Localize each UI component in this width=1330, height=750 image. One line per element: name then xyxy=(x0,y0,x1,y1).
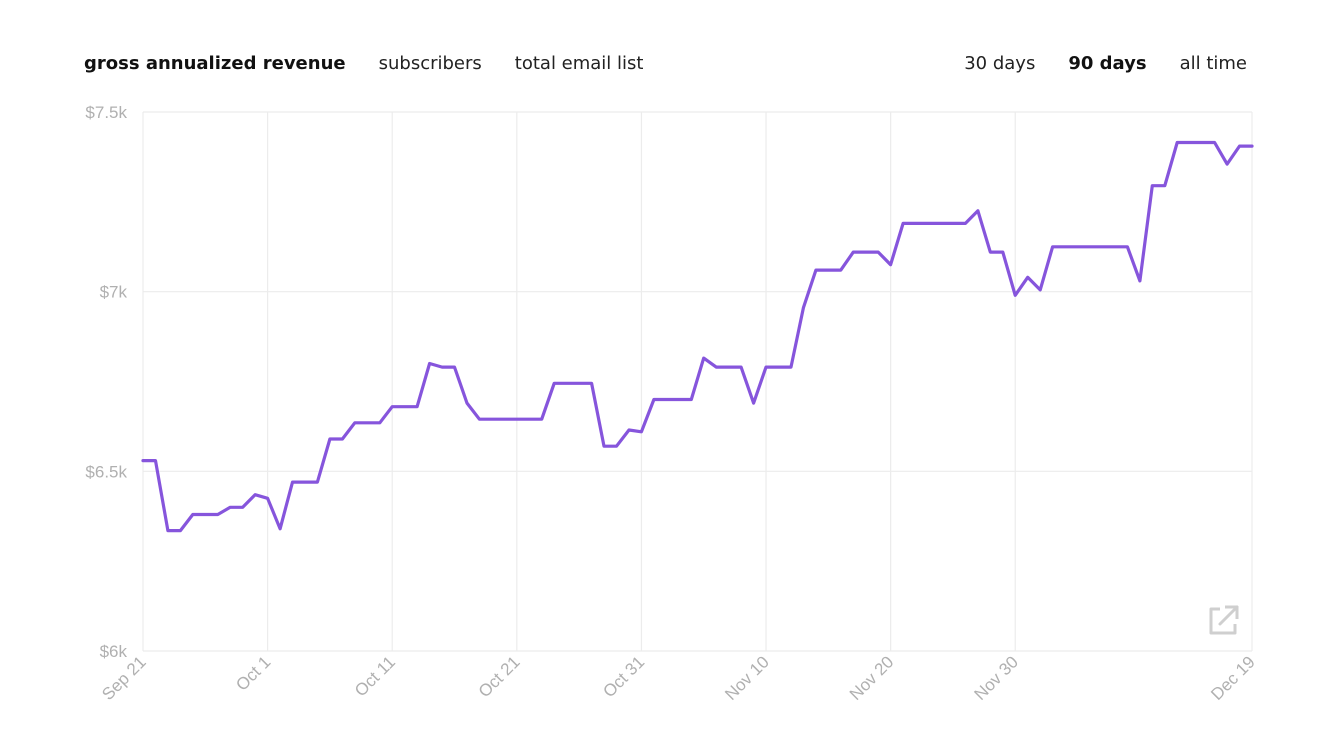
tab-30-days[interactable]: 30 days xyxy=(964,53,1036,74)
y-tick-label: $7.5k xyxy=(85,103,127,122)
tab-subscribers[interactable]: subscribers xyxy=(378,53,482,74)
y-tick-label: $7k xyxy=(100,283,128,302)
y-axis-ticks: $6k $6.5k $7k $7.5k xyxy=(85,103,127,661)
tab-total-email-list[interactable]: total email list xyxy=(514,53,644,74)
metric-tabs: gross annualized revenue subscribers tot… xyxy=(84,52,643,76)
x-tick-label: Oct 11 xyxy=(351,652,399,700)
x-tick-label: Oct 1 xyxy=(232,652,274,694)
range-tabs: 30 days 90 days all time xyxy=(964,52,1247,76)
x-tick-label: Nov 20 xyxy=(846,652,898,704)
chart-grid xyxy=(142,111,1253,652)
x-tick-label: Dec 19 xyxy=(1207,652,1259,704)
y-tick-label: $6.5k xyxy=(85,462,127,481)
tab-gross-annualized-revenue[interactable]: gross annualized revenue xyxy=(84,53,346,74)
chart-series xyxy=(141,140,1254,533)
x-tick-label: Oct 21 xyxy=(475,652,524,701)
y-tick-label: $6k xyxy=(100,642,128,661)
tab-90-days[interactable]: 90 days xyxy=(1068,53,1147,74)
x-tick-label: Nov 10 xyxy=(721,652,773,704)
x-axis-ticks: Sep 21 Oct 1 Oct 11 Oct 21 Oct 31 Nov 10 Nov 2… xyxy=(98,652,1259,704)
x-tick-label: Oct 31 xyxy=(599,652,648,701)
tab-all-time[interactable]: all time xyxy=(1179,53,1247,74)
revenue-series-line xyxy=(141,140,1254,533)
external-link-icon[interactable] xyxy=(1206,604,1240,638)
x-tick-label: Nov 30 xyxy=(971,652,1023,704)
